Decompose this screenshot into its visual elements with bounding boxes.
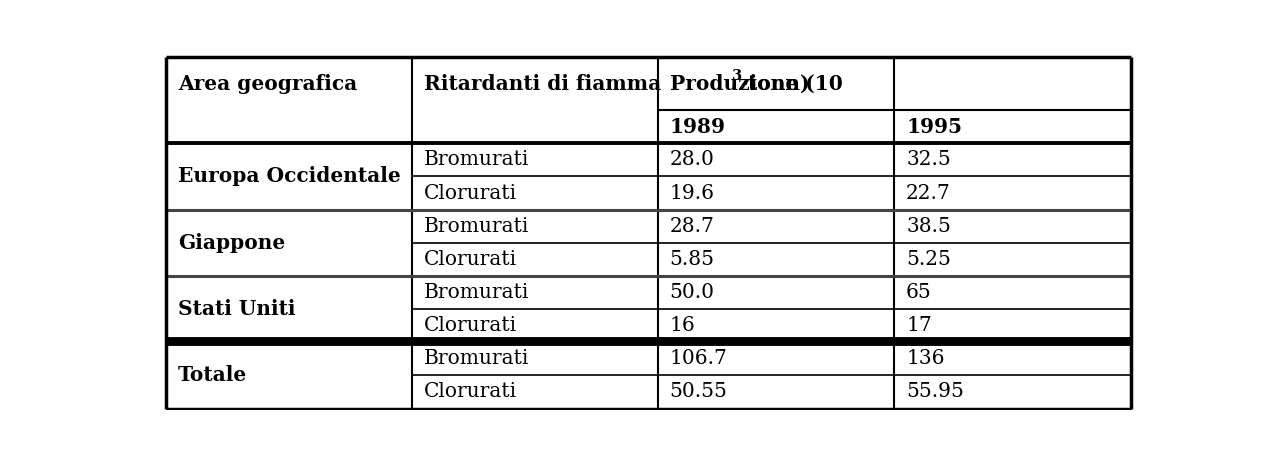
Text: Giappone: Giappone bbox=[177, 233, 285, 253]
Text: 1989: 1989 bbox=[669, 117, 726, 137]
Text: 5.25: 5.25 bbox=[906, 250, 951, 269]
Text: 1995: 1995 bbox=[906, 117, 963, 137]
Text: 38.5: 38.5 bbox=[906, 217, 951, 236]
Text: 3: 3 bbox=[732, 69, 743, 83]
Text: Clorurati: Clorurati bbox=[424, 316, 517, 335]
Text: 50.0: 50.0 bbox=[669, 283, 715, 302]
Text: 19.6: 19.6 bbox=[669, 183, 715, 202]
Text: 50.55: 50.55 bbox=[669, 383, 727, 402]
Text: 32.5: 32.5 bbox=[906, 150, 951, 169]
Text: Clorurati: Clorurati bbox=[424, 383, 517, 402]
Text: Area geografica: Area geografica bbox=[177, 74, 357, 94]
Text: 22.7: 22.7 bbox=[906, 183, 951, 202]
Text: 106.7: 106.7 bbox=[669, 349, 727, 368]
Text: Totale: Totale bbox=[177, 366, 247, 385]
Text: Bromurati: Bromurati bbox=[424, 283, 529, 302]
Text: 16: 16 bbox=[669, 316, 696, 335]
Text: Stati Uniti: Stati Uniti bbox=[177, 299, 295, 319]
Text: Clorurati: Clorurati bbox=[424, 183, 517, 202]
Text: Europa Occidentale: Europa Occidentale bbox=[177, 166, 401, 186]
Text: 28.7: 28.7 bbox=[669, 217, 715, 236]
Text: Ritardanti di fiamma: Ritardanti di fiamma bbox=[424, 74, 662, 94]
Text: 136: 136 bbox=[906, 349, 945, 368]
Text: 65: 65 bbox=[906, 283, 932, 302]
Text: 28.0: 28.0 bbox=[669, 150, 715, 169]
Text: Bromurati: Bromurati bbox=[424, 150, 529, 169]
Text: Bromurati: Bromurati bbox=[424, 217, 529, 236]
Text: Produzione (10: Produzione (10 bbox=[669, 74, 842, 94]
Text: 5.85: 5.85 bbox=[669, 250, 715, 269]
Text: 55.95: 55.95 bbox=[906, 383, 964, 402]
Text: Clorurati: Clorurati bbox=[424, 250, 517, 269]
Text: ·tonn): ·tonn) bbox=[741, 74, 810, 94]
Text: 17: 17 bbox=[906, 316, 932, 335]
Text: Bromurati: Bromurati bbox=[424, 349, 529, 368]
